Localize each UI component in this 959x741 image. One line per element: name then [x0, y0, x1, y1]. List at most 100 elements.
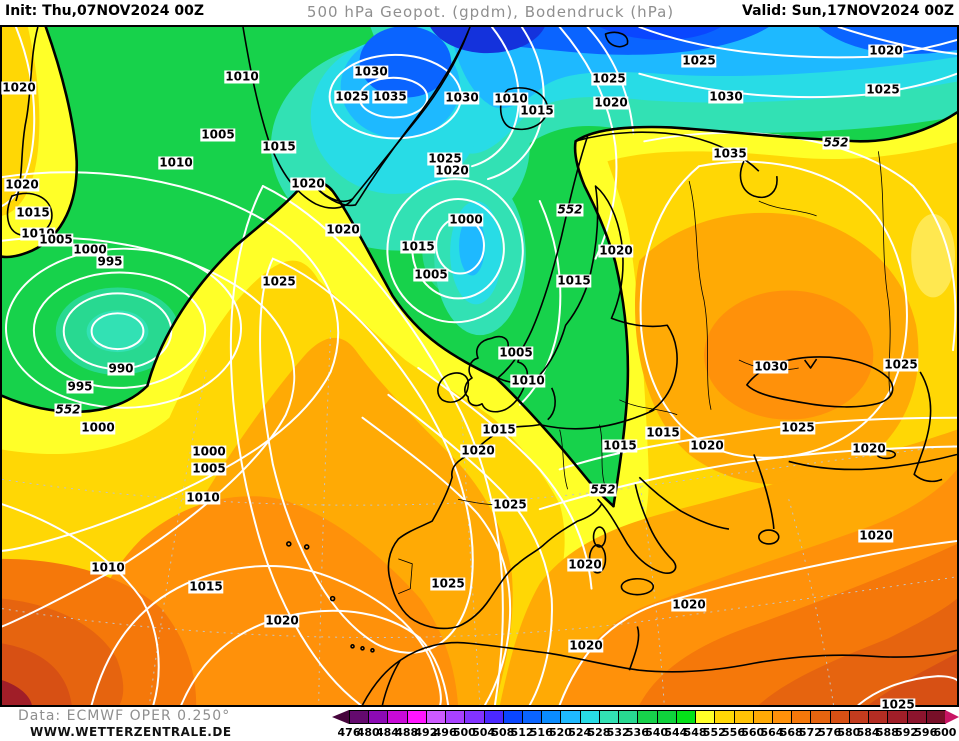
colorbar-swatch — [810, 710, 831, 724]
colorbar-tick: 516 — [529, 726, 553, 739]
isobar-label: 1030 — [353, 64, 389, 79]
isobar-label: 1025 — [880, 697, 916, 712]
colorbar-tick: 576 — [818, 726, 842, 739]
isobar-label: 1010 — [224, 69, 260, 84]
isobar-label: 1015 — [556, 273, 592, 288]
isobar-label: 1000 — [72, 242, 108, 257]
colorbar-swatch — [387, 710, 408, 724]
isobar-label: 1025 — [883, 357, 919, 372]
colorbar-swatch — [714, 710, 735, 724]
colorbar-tick: 492 — [414, 726, 438, 739]
isobar-label: 1000 — [448, 212, 484, 227]
colorbar-tick: 592 — [895, 726, 919, 739]
isobar-label: 1020 — [868, 43, 904, 58]
colorbar-right-arrow — [944, 710, 959, 724]
map-frame: 1020102010151010100510009959909951000101… — [0, 25, 959, 712]
isobar-label: 1015 — [602, 438, 638, 453]
isobar-label: 1025 — [681, 53, 717, 68]
isobar-label: 1010 — [90, 560, 126, 575]
colorbar-swatch — [637, 710, 658, 724]
isobar-label: 1005 — [413, 267, 449, 282]
isobar-label: 1020 — [325, 222, 361, 237]
isobar-label: 995 — [96, 254, 124, 269]
valid-time-label: Valid: Sun,17NOV2024 00Z — [742, 3, 954, 19]
colorbar-swatch — [349, 710, 370, 724]
isobar-label: 1010 — [493, 91, 529, 106]
isobar-label: 1000 — [80, 420, 116, 435]
isobar-label: 1030 — [753, 359, 789, 374]
geopotential-label: 552 — [822, 135, 850, 150]
website-label: WWW.WETTERZENTRALE.DE — [30, 725, 232, 739]
isobar-label: 1005 — [191, 461, 227, 476]
colorbar-tick: 556 — [722, 726, 745, 739]
isobar-label: 1035 — [712, 146, 748, 161]
colorbar-tick: 600 — [933, 726, 957, 739]
colorbar-tick: 544 — [664, 726, 688, 739]
isobar-label: 995 — [66, 379, 94, 394]
colorbar-swatch — [483, 710, 504, 724]
data-source-label: Data: ECMWF OPER 0.250° — [18, 708, 231, 724]
isobar-label: 1025 — [430, 576, 466, 591]
isobar-label: 1005 — [38, 232, 74, 247]
colorbar-tick: 504 — [472, 726, 496, 739]
colorbar-tick: 540 — [645, 726, 669, 739]
isobar-label: 1005 — [498, 345, 534, 360]
isobar-label: 1025 — [780, 420, 816, 435]
colorbar-swatch — [579, 710, 600, 724]
colorbar-swatch — [656, 710, 677, 724]
colorbar-tick: 552 — [702, 726, 726, 739]
colorbar-swatch — [406, 710, 427, 724]
isobar-label: 1020 — [567, 557, 603, 572]
isobar-label: 1000 — [191, 444, 227, 459]
weather-map — [2, 27, 957, 705]
isobar-label: 1010 — [185, 490, 221, 505]
isobar-label: 1015 — [15, 205, 51, 220]
colorbar-tick: 488 — [395, 726, 419, 739]
colorbar-tick: 584 — [856, 726, 880, 739]
colorbar-swatch — [598, 710, 620, 724]
colorbar-tick: 528 — [587, 726, 611, 739]
colorbar-left-arrow — [332, 710, 349, 724]
colorbar-tick: 572 — [798, 726, 822, 739]
isobar-label: 1020 — [290, 176, 326, 191]
colorbar-swatch — [848, 710, 870, 724]
colorbar-swatch — [464, 710, 485, 724]
colorbar-tick: 532 — [606, 726, 630, 739]
colorbar-tick: 480 — [356, 726, 380, 739]
isobar-label: 1020 — [264, 613, 300, 628]
colorbar-tick: 520 — [548, 726, 572, 739]
chart-title: 500 hPa Geopot. (gpdm), Bodendruck (hPa) — [306, 3, 675, 21]
colorbar-swatch — [887, 710, 908, 724]
colorbar-tick: 548 — [683, 726, 707, 739]
geopotential-label: 552 — [556, 202, 584, 217]
colorbar-tick: 496 — [433, 726, 457, 739]
colorbar-tick: 484 — [375, 726, 399, 739]
colorbar-swatch — [829, 710, 850, 724]
colorbar-tick: 560 — [741, 726, 765, 739]
isobar-label: 1025 — [591, 71, 627, 86]
isobar-label: 1010 — [510, 373, 546, 388]
colorbar-tick: 524 — [568, 726, 592, 739]
isobar-label: 1020 — [593, 95, 629, 110]
isobar-label: 1025 — [334, 89, 370, 104]
isobar-label: 1035 — [372, 89, 408, 104]
colorbar-swatch — [618, 710, 639, 724]
colorbar-tick: 596 — [914, 726, 938, 739]
isobar-label: 1015 — [481, 422, 517, 437]
isobar-label: 1030 — [708, 89, 744, 104]
colorbar-tick: 580 — [837, 726, 861, 739]
isobar-label: 1025 — [492, 497, 528, 512]
colorbar-swatch — [445, 710, 466, 724]
isobar-label: 1025 — [427, 151, 463, 166]
isobar-label: 1020 — [598, 243, 634, 258]
isobar-label: 1025 — [261, 274, 297, 289]
colorbar-tick: 536 — [625, 726, 649, 739]
isobar-label: 1020 — [671, 597, 707, 612]
colorbar-tick: 476 — [337, 726, 361, 739]
isobar-label: 990 — [107, 361, 135, 376]
isobar-label: 1010 — [158, 155, 194, 170]
colorbar-swatch — [695, 710, 716, 724]
colorbar-tick: 508 — [491, 726, 515, 739]
colorbar-swatch — [733, 710, 754, 724]
isobar-label: 1015 — [400, 239, 436, 254]
